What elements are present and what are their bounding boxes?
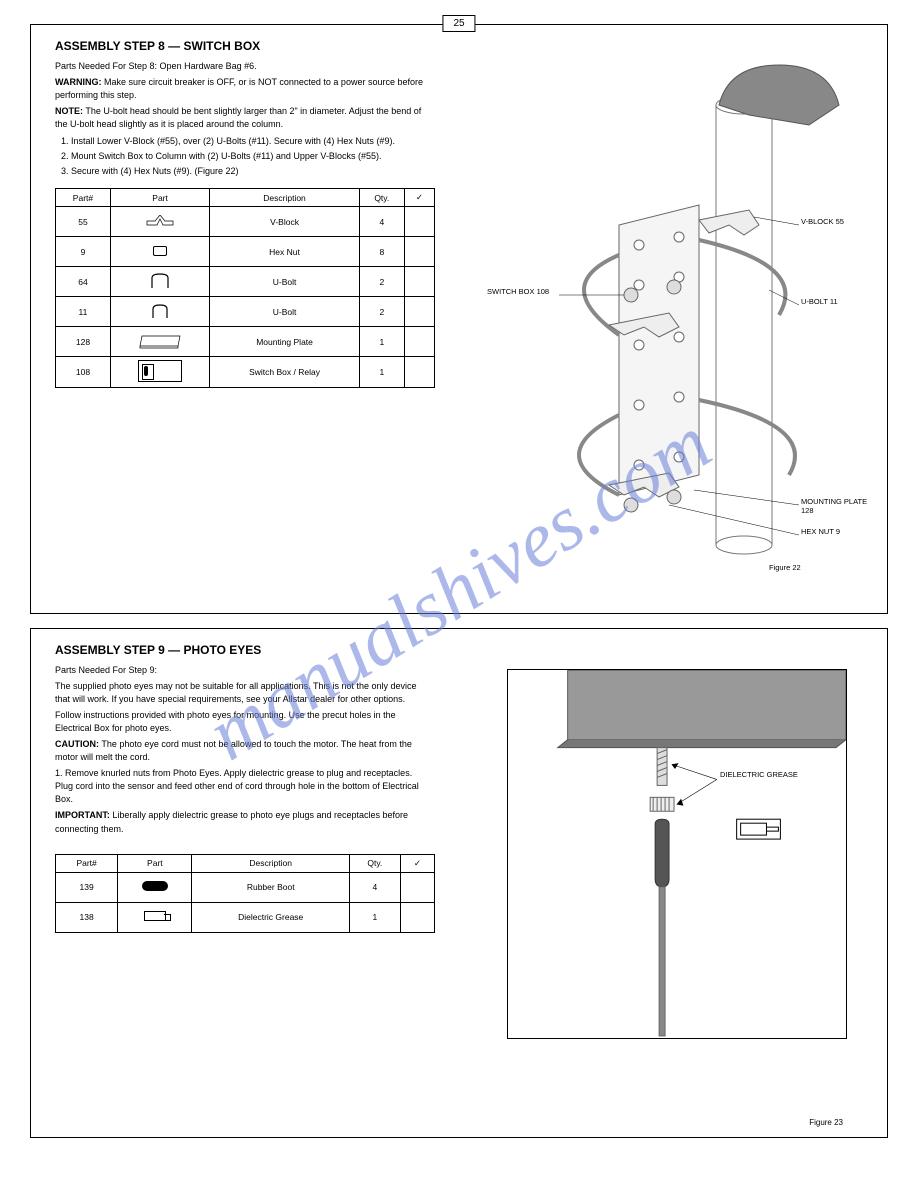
th-part: Part# [56, 854, 118, 872]
table-row: 108 Switch Box / Relay 1 [56, 357, 435, 388]
cell: 55 [56, 207, 111, 237]
cell: 64 [56, 267, 111, 297]
important-label: IMPORTANT: [55, 810, 110, 820]
cell: 2 [359, 267, 404, 297]
callout-nut: HEX NUT 9 [801, 527, 840, 536]
step8-3: Secure with (4) Hex Nuts (#9). (Figure 2… [71, 165, 427, 178]
ubolt-icon [148, 302, 172, 320]
table-row: 55 V-Block 4 [56, 207, 435, 237]
callout-ubolt: U-BOLT 11 [801, 297, 838, 306]
cell: Mounting Plate [210, 327, 360, 357]
callout-plate: MOUNTING PLATE 128 [801, 497, 869, 515]
panel2-p1: The supplied photo eyes may not be suita… [55, 680, 427, 706]
cell: 9 [56, 237, 111, 267]
table-row: 9 Hex Nut 8 [56, 237, 435, 267]
note-label: NOTE: [55, 106, 83, 116]
fig22-text: Figure 22 [769, 563, 801, 572]
step9-1: 1. Remove knurled nuts from Photo Eyes. … [55, 767, 427, 806]
cell: 11 [56, 297, 111, 327]
page: 25 ASSEMBLY STEP 8 — SWITCH BOX Parts Ne… [0, 0, 918, 1176]
switchbox-icon [138, 360, 182, 382]
panel2-p2: Follow instructions provided with photo … [55, 709, 427, 735]
th-img: Part [118, 854, 192, 872]
table-row: 128 Mounting Plate 1 [56, 327, 435, 357]
panel2-title: ASSEMBLY STEP 9 — PHOTO EYES [31, 629, 887, 661]
cell: Rubber Boot [192, 872, 349, 902]
figure-23: DIELECTRIC GREASE [507, 669, 847, 1039]
th-desc: Description [210, 189, 360, 207]
step8-2: Mount Switch Box to Column with (2) U-Bo… [71, 150, 427, 163]
cell: 1 [359, 357, 404, 388]
cell: 1 [359, 327, 404, 357]
cell: U-Bolt [210, 267, 360, 297]
callout-vblock: V-BLOCK 55 [801, 217, 844, 226]
th-desc: Description [192, 854, 349, 872]
figure-22: V-BLOCK 55 U-BOLT 11 SWITCH BOX 108 MOUN… [469, 45, 869, 585]
step8-1: Install Lower V-Block (#55), over (2) U-… [71, 135, 427, 148]
note-text: The U-bolt head should be bent slightly … [55, 106, 421, 129]
panel1-intro: Parts Needed For Step 8: Open Hardware B… [55, 60, 427, 73]
cell: 2 [359, 297, 404, 327]
panel2-intro: Parts Needed For Step 9: [55, 664, 427, 677]
panel-step8: 25 ASSEMBLY STEP 8 — SWITCH BOX Parts Ne… [30, 24, 888, 614]
nut-icon [153, 246, 167, 256]
table-row: 138 Dielectric Grease 1 [56, 902, 435, 932]
cell: Dielectric Grease [192, 902, 349, 932]
panel1-body: Parts Needed For Step 8: Open Hardware B… [31, 60, 451, 178]
panel2-body: Parts Needed For Step 9: The supplied ph… [31, 664, 451, 836]
cell: Switch Box / Relay [210, 357, 360, 388]
th-img: Part [110, 189, 209, 207]
cell: 128 [56, 327, 111, 357]
table-row: 64 U-Bolt 2 [56, 267, 435, 297]
table-row: 139 Rubber Boot 4 [56, 872, 435, 902]
callout-grease: DIELECTRIC GREASE [720, 770, 798, 779]
cell: 138 [56, 902, 118, 932]
tube-icon [144, 911, 166, 921]
plate-icon [138, 332, 182, 350]
cell: V-Block [210, 207, 360, 237]
cell: 4 [359, 207, 404, 237]
cell: 108 [56, 357, 111, 388]
th-qty: Qty. [359, 189, 404, 207]
panel-step9: ASSEMBLY STEP 9 — PHOTO EYES Parts Neede… [30, 628, 888, 1138]
warning-text: Make sure circuit breaker is OFF, or is … [55, 77, 423, 100]
callout-switchbox: SWITCH BOX 108 [487, 287, 549, 296]
cell: Hex Nut [210, 237, 360, 267]
th-part: Part# [56, 189, 111, 207]
th-check: ✓ [400, 854, 434, 872]
fig23-text: Figure 23 [809, 1118, 843, 1127]
th-qty: Qty. [349, 854, 400, 872]
caution-label: CAUTION: [55, 739, 99, 749]
cell: 8 [359, 237, 404, 267]
page-number: 25 [442, 15, 475, 32]
cell: 4 [349, 872, 400, 902]
warning-label: WARNING: [55, 77, 102, 87]
cell: U-Bolt [210, 297, 360, 327]
panel2-parts-table: Part# Part Description Qty. ✓ 139 Rubber… [55, 854, 435, 933]
table-row: 11 U-Bolt 2 [56, 297, 435, 327]
cell: 139 [56, 872, 118, 902]
ubolt-icon [148, 272, 172, 290]
boot-icon [142, 881, 168, 891]
cell: 1 [349, 902, 400, 932]
panel1-parts-table: Part# Part Description Qty. ✓ 55 V-Block… [55, 188, 435, 388]
caution-text: The photo eye cord must not be allowed t… [55, 739, 412, 762]
vblock-icon [145, 215, 175, 227]
th-check: ✓ [404, 189, 434, 207]
